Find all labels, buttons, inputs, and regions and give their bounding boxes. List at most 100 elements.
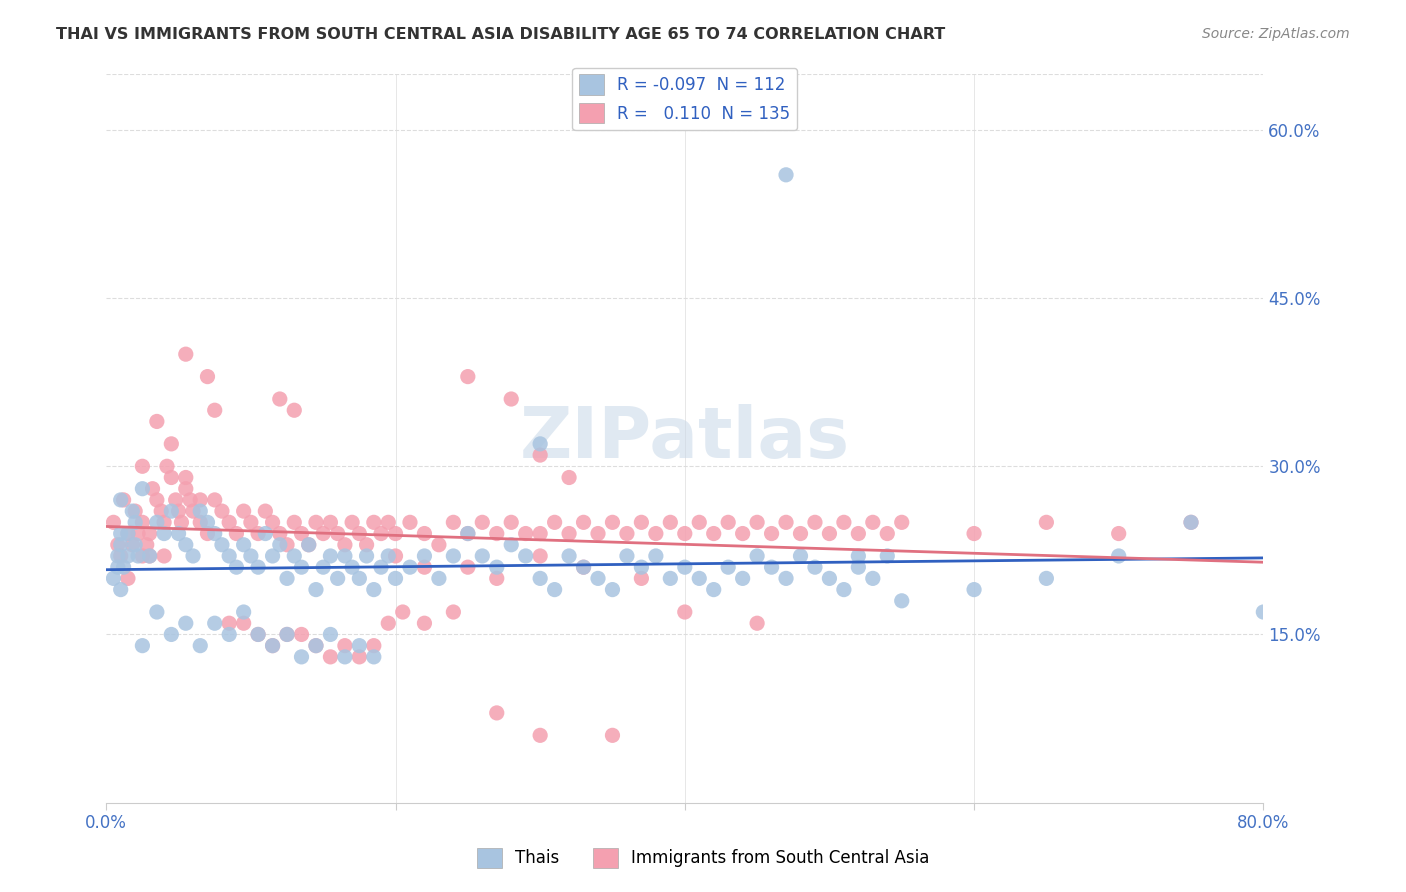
Point (146, 492, 169, 507)
Point (254, 526, 277, 541)
Point (204, 403, 226, 417)
Point (211, 504, 233, 518)
Point (630, 571, 652, 585)
Point (384, 526, 406, 541)
Point (124, 504, 146, 518)
Point (363, 649, 385, 664)
Point (529, 448, 551, 462)
Point (846, 526, 869, 541)
Point (363, 582, 385, 597)
Point (103, 571, 125, 585)
Point (1108, 526, 1130, 541)
Point (269, 392, 291, 406)
Point (262, 516, 284, 530)
Point (457, 560, 479, 574)
Point (269, 538, 291, 552)
Point (731, 526, 754, 541)
Point (174, 538, 197, 552)
Point (471, 549, 494, 563)
Point (529, 728, 551, 742)
Point (262, 639, 284, 653)
Point (283, 549, 305, 563)
Point (218, 549, 240, 563)
Point (846, 560, 869, 574)
Point (218, 627, 240, 641)
Point (876, 526, 898, 541)
Point (673, 605, 696, 619)
Point (197, 526, 219, 541)
Point (1180, 516, 1202, 530)
Point (745, 516, 768, 530)
Point (370, 560, 392, 574)
Point (441, 605, 464, 619)
Point (616, 549, 638, 563)
Point (305, 639, 328, 653)
Point (804, 560, 827, 574)
Point (127, 526, 149, 541)
Point (673, 560, 696, 574)
Point (363, 639, 385, 653)
Point (413, 616, 436, 631)
Point (146, 516, 169, 530)
Point (384, 549, 406, 563)
Point (165, 492, 187, 507)
Point (117, 526, 139, 541)
Point (1035, 571, 1057, 585)
Point (789, 526, 811, 541)
Point (890, 516, 912, 530)
Point (160, 504, 183, 518)
Point (298, 538, 321, 552)
Point (1180, 516, 1202, 530)
Point (305, 582, 328, 597)
Point (363, 516, 385, 530)
Point (276, 571, 298, 585)
Text: Source: ZipAtlas.com: Source: ZipAtlas.com (1202, 27, 1350, 41)
Point (174, 482, 197, 496)
Point (153, 516, 176, 530)
Point (659, 516, 682, 530)
Point (204, 492, 226, 507)
Point (832, 582, 855, 597)
Point (232, 504, 254, 518)
Point (543, 516, 565, 530)
Point (153, 549, 176, 563)
Point (262, 639, 284, 653)
Point (181, 549, 204, 563)
Point (167, 526, 190, 541)
Point (160, 470, 183, 484)
Point (832, 516, 855, 530)
Point (131, 639, 153, 653)
Point (107, 549, 129, 563)
Point (127, 549, 149, 563)
Point (775, 516, 797, 530)
Point (319, 516, 342, 530)
Point (890, 594, 912, 608)
Point (110, 582, 132, 597)
Point (427, 571, 450, 585)
Text: ZIPatlas: ZIPatlas (520, 404, 849, 473)
Point (441, 549, 464, 563)
Point (529, 549, 551, 563)
Point (290, 649, 312, 664)
Point (630, 516, 652, 530)
Point (485, 706, 508, 720)
Point (204, 526, 226, 541)
Point (135, 538, 157, 552)
Point (413, 560, 436, 574)
Point (197, 516, 219, 530)
Point (326, 526, 349, 541)
Point (427, 538, 450, 552)
Point (644, 549, 666, 563)
Point (319, 549, 342, 563)
Point (239, 516, 262, 530)
Point (141, 482, 163, 496)
Point (305, 516, 328, 530)
Point (349, 571, 371, 585)
Point (876, 549, 898, 563)
Point (170, 516, 193, 530)
Point (731, 571, 754, 585)
Point (543, 582, 565, 597)
Point (160, 627, 183, 641)
Point (290, 526, 312, 541)
Point (703, 582, 725, 597)
